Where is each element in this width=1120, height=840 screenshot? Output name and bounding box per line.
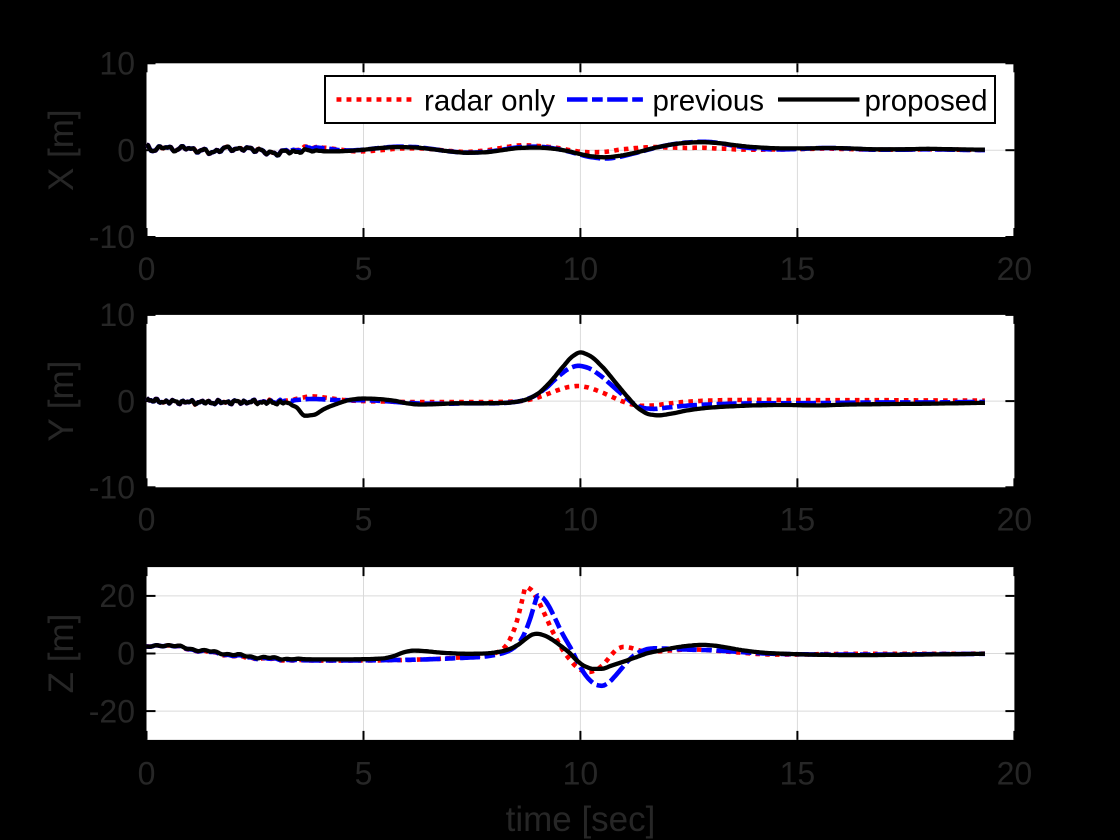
svg-text:5: 5 bbox=[355, 251, 373, 287]
svg-text:Y [m]: Y [m] bbox=[42, 361, 81, 442]
svg-text:proposed: proposed bbox=[865, 85, 988, 118]
svg-text:20: 20 bbox=[997, 251, 1033, 287]
svg-text:10: 10 bbox=[99, 297, 135, 333]
svg-text:radar only: radar only bbox=[424, 85, 555, 118]
svg-text:15: 15 bbox=[780, 251, 816, 287]
svg-text:Z [m]: Z [m] bbox=[42, 614, 81, 694]
svg-text:0: 0 bbox=[138, 756, 156, 792]
svg-text:5: 5 bbox=[355, 501, 373, 537]
svg-text:10: 10 bbox=[563, 251, 599, 287]
svg-text:-10: -10 bbox=[89, 219, 135, 255]
svg-text:0: 0 bbox=[117, 132, 135, 168]
svg-text:20: 20 bbox=[997, 756, 1033, 792]
svg-text:5: 5 bbox=[355, 756, 373, 792]
svg-text:-10: -10 bbox=[89, 470, 135, 506]
svg-text:0: 0 bbox=[138, 501, 156, 537]
svg-text:20: 20 bbox=[99, 578, 135, 614]
svg-text:-20: -20 bbox=[89, 693, 135, 729]
svg-text:0: 0 bbox=[138, 251, 156, 287]
svg-text:15: 15 bbox=[780, 756, 816, 792]
svg-text:X [m]: X [m] bbox=[42, 109, 81, 191]
svg-text:time [sec]: time [sec] bbox=[506, 800, 656, 839]
svg-text:20: 20 bbox=[997, 501, 1033, 537]
svg-text:0: 0 bbox=[117, 383, 135, 419]
svg-text:10: 10 bbox=[563, 756, 599, 792]
svg-text:previous: previous bbox=[653, 85, 765, 118]
svg-text:15: 15 bbox=[780, 501, 816, 537]
svg-text:0: 0 bbox=[117, 636, 135, 672]
svg-text:10: 10 bbox=[99, 46, 135, 82]
svg-text:10: 10 bbox=[563, 501, 599, 537]
